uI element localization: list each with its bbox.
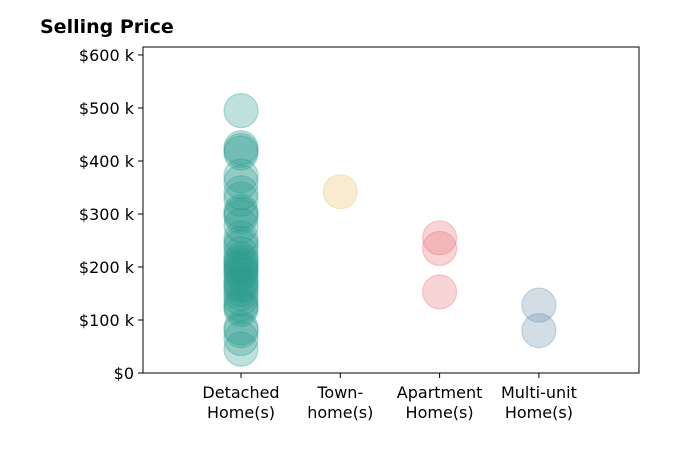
x-tick-label: Home(s): [505, 403, 573, 422]
data-point: [223, 241, 259, 277]
data-point: [223, 246, 259, 282]
data-point: [223, 312, 259, 349]
y-tick-label: $400 k: [79, 152, 135, 171]
data-point: [223, 236, 259, 272]
data-point: [223, 130, 259, 166]
data-point: [223, 199, 259, 235]
y-axis: $0 $100 k $200 k $300 k $400 k $500 k $600 k: [79, 46, 143, 383]
data-points: [223, 93, 557, 367]
x-tick-label: Home(s): [406, 403, 474, 422]
data-point: [223, 257, 259, 293]
data-point: [223, 208, 259, 244]
plot-frame: [142, 46, 640, 374]
x-tick-label: Home(s): [207, 403, 275, 422]
y-tick-label: $300 k: [79, 205, 135, 224]
chart-title: Selling Price: [40, 16, 174, 38]
data-point: [223, 289, 259, 325]
y-tick-label: $100 k: [79, 311, 135, 330]
data-point: [223, 291, 259, 327]
data-point: [223, 262, 259, 298]
data-point: [223, 271, 259, 307]
data-point: [223, 164, 259, 200]
data-point: [223, 220, 259, 256]
data-point: [223, 229, 259, 265]
data-point: [223, 265, 259, 301]
data-point: [223, 132, 259, 168]
data-point: [223, 320, 259, 357]
data-point: [223, 158, 259, 194]
data-point: [223, 249, 259, 285]
y-tick-label: $500 k: [79, 99, 135, 118]
data-point: [223, 267, 259, 304]
x-tick-label: Apartment: [397, 383, 483, 402]
data-point: [422, 220, 458, 256]
data-point: [223, 310, 259, 346]
data-point: [521, 312, 557, 349]
data-point: [422, 230, 458, 267]
data-point: [422, 274, 458, 310]
data-point: [223, 244, 259, 280]
data-point: [223, 252, 259, 288]
data-point: [322, 174, 358, 210]
data-point: [223, 275, 259, 312]
data-point: [223, 175, 259, 211]
data-point: [223, 286, 259, 322]
data-point: [223, 135, 259, 171]
data-point: [223, 254, 259, 290]
y-tick-label: $200 k: [79, 258, 135, 277]
x-axis: DetachedHome(s)Town-home(s)ApartmentHome…: [202, 373, 577, 422]
data-point: [223, 281, 259, 317]
y-tick-label: $600 k: [79, 46, 135, 65]
data-point: [521, 287, 557, 323]
x-tick-label: Detached: [202, 383, 279, 402]
data-point: [223, 331, 259, 367]
data-point: [223, 193, 259, 229]
x-tick-label: Town-: [316, 383, 363, 402]
data-point: [223, 181, 259, 217]
data-point: [223, 93, 259, 129]
data-point: [223, 196, 259, 232]
x-tick-label: Multi-unit: [501, 383, 577, 402]
x-tick-label: home(s): [307, 403, 373, 422]
y-tick-label: $0: [114, 364, 134, 383]
data-point: [223, 225, 259, 261]
